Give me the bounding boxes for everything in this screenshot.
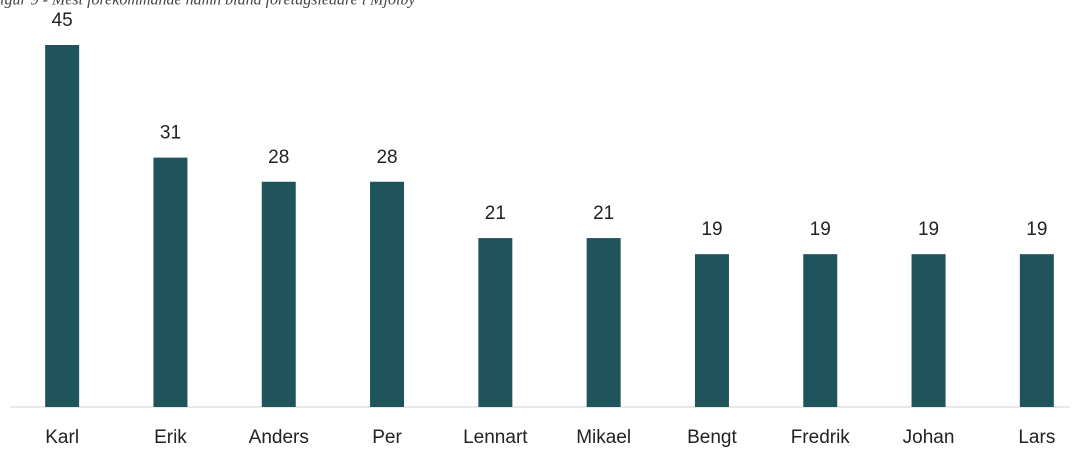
bar <box>45 45 80 407</box>
bar <box>911 254 946 407</box>
chart-title: igur 9 - Mest förekommande namn bland fö… <box>0 0 416 9</box>
value-label: 21 <box>485 203 506 224</box>
value-label: 19 <box>810 219 831 240</box>
bar <box>1019 254 1054 407</box>
value-label: 45 <box>52 10 73 31</box>
x-tick-label: Mikael <box>576 427 631 448</box>
x-tick-label: Per <box>372 427 402 448</box>
bar <box>478 238 513 407</box>
value-label: 31 <box>160 123 181 144</box>
x-tick-label: Anders <box>249 427 309 448</box>
value-label: 19 <box>701 219 722 240</box>
bar <box>153 157 188 407</box>
x-tick-label: Erik <box>154 427 187 448</box>
value-label: 19 <box>918 219 939 240</box>
value-label: 21 <box>593 203 614 224</box>
x-tick-label: Karl <box>45 427 79 448</box>
x-tick-label: Johan <box>903 427 955 448</box>
bar <box>694 254 729 407</box>
x-tick-label: Lennart <box>463 427 528 448</box>
value-label: 28 <box>268 147 289 168</box>
bar <box>261 181 296 407</box>
value-label: 28 <box>376 147 397 168</box>
bar <box>803 254 838 407</box>
value-label: 19 <box>1026 219 1047 240</box>
bar <box>586 238 621 407</box>
x-tick-label: Bengt <box>687 427 737 448</box>
bar <box>370 181 405 407</box>
x-tick-label: Fredrik <box>791 427 851 448</box>
x-tick-label: Lars <box>1018 427 1055 448</box>
